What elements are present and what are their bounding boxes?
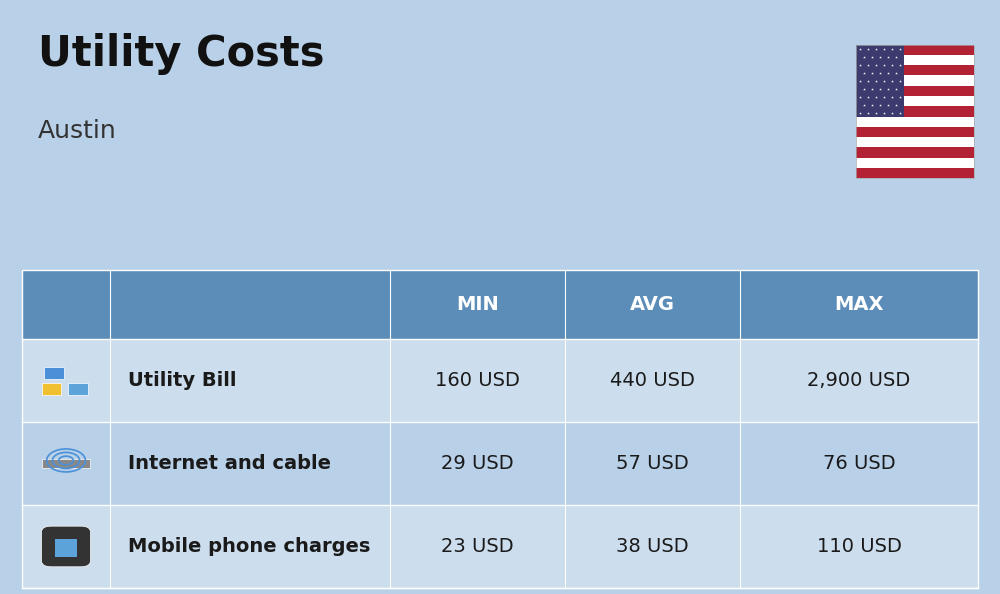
Text: 110 USD: 110 USD <box>817 537 901 556</box>
Text: 38 USD: 38 USD <box>616 537 689 556</box>
Bar <box>34 346 98 415</box>
Bar <box>856 106 974 116</box>
Bar <box>856 75 974 86</box>
Bar <box>22 270 978 588</box>
Bar <box>856 116 974 127</box>
Bar <box>856 86 974 96</box>
Bar <box>44 367 64 379</box>
Bar <box>34 512 98 581</box>
Bar <box>856 157 974 168</box>
Text: 160 USD: 160 USD <box>435 371 520 390</box>
Text: 57 USD: 57 USD <box>616 454 689 473</box>
Bar <box>856 127 974 137</box>
Text: AVG: AVG <box>630 295 675 314</box>
Bar <box>856 55 974 65</box>
Text: 2,900 USD: 2,900 USD <box>807 371 911 390</box>
Text: Internet and cable: Internet and cable <box>128 454 331 473</box>
Bar <box>856 45 904 116</box>
FancyBboxPatch shape <box>41 526 91 567</box>
Bar <box>856 168 974 178</box>
Bar <box>22 422 978 505</box>
Bar <box>856 45 974 55</box>
Bar <box>34 429 98 498</box>
Bar <box>856 147 974 157</box>
Bar <box>856 65 974 75</box>
Bar <box>42 383 61 394</box>
Text: MIN: MIN <box>456 295 499 314</box>
Bar <box>856 45 974 178</box>
Text: Utility Costs: Utility Costs <box>38 33 324 75</box>
Text: Austin: Austin <box>38 119 117 143</box>
Text: 76 USD: 76 USD <box>823 454 895 473</box>
Bar <box>22 339 978 422</box>
Bar <box>68 383 88 394</box>
Text: MAX: MAX <box>834 295 884 314</box>
Text: 29 USD: 29 USD <box>441 454 514 473</box>
Text: 440 USD: 440 USD <box>610 371 695 390</box>
Text: 23 USD: 23 USD <box>441 537 514 556</box>
Bar <box>856 137 974 147</box>
Bar <box>856 96 974 106</box>
Text: Utility Bill: Utility Bill <box>128 371 237 390</box>
Bar <box>22 505 978 588</box>
Bar <box>42 459 90 467</box>
Bar <box>55 539 77 557</box>
Text: Mobile phone charges: Mobile phone charges <box>128 537 370 556</box>
Bar <box>22 270 978 339</box>
